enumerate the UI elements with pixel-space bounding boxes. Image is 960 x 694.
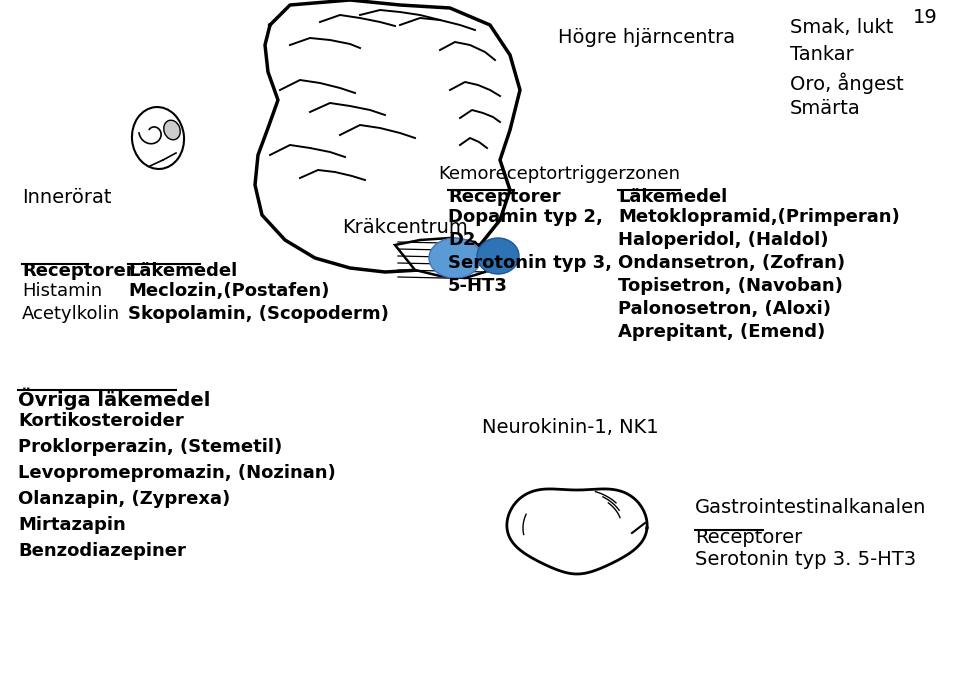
Text: Smak, lukt: Smak, lukt: [790, 18, 894, 37]
Text: Dopamin typ 2,: Dopamin typ 2,: [448, 208, 603, 226]
Text: Övriga läkemedel: Övriga läkemedel: [18, 388, 210, 410]
Text: Gastrointestinalkanalen: Gastrointestinalkanalen: [695, 498, 926, 517]
Text: Serotonin typ 3. 5-HT3: Serotonin typ 3. 5-HT3: [695, 550, 916, 569]
Ellipse shape: [429, 238, 481, 278]
Text: Haloperidol, (Haldol): Haloperidol, (Haldol): [618, 231, 828, 249]
Text: Kortikosteroider: Kortikosteroider: [18, 412, 183, 430]
Polygon shape: [395, 238, 490, 278]
Text: Levopromepromazin, (Nozinan): Levopromepromazin, (Nozinan): [18, 464, 336, 482]
Text: Olanzapin, (Zyprexa): Olanzapin, (Zyprexa): [18, 490, 230, 508]
Text: Kräkcentrum: Kräkcentrum: [342, 218, 468, 237]
Text: D2: D2: [448, 231, 475, 249]
Text: Meclozin,(Postafen): Meclozin,(Postafen): [128, 282, 329, 300]
Text: Kemoreceptortriggerzonen: Kemoreceptortriggerzonen: [438, 165, 680, 183]
Text: 5-HT3: 5-HT3: [448, 277, 508, 295]
Text: Oro, ångest: Oro, ångest: [790, 72, 903, 94]
Text: Smärta: Smärta: [790, 99, 861, 118]
Ellipse shape: [477, 238, 519, 274]
Text: Läkemedel: Läkemedel: [618, 188, 728, 206]
Text: Läkemedel: Läkemedel: [128, 262, 237, 280]
Ellipse shape: [164, 120, 180, 139]
Text: Tankar: Tankar: [790, 45, 853, 64]
Text: Palonosetron, (Aloxi): Palonosetron, (Aloxi): [618, 300, 831, 318]
Text: 19: 19: [913, 8, 938, 27]
Text: Neurokinin-1, NK1: Neurokinin-1, NK1: [482, 418, 659, 437]
Text: Receptorer: Receptorer: [695, 528, 803, 547]
Text: Högre hjärncentra: Högre hjärncentra: [558, 28, 735, 47]
Text: Ondansetron, (Zofran): Ondansetron, (Zofran): [618, 254, 845, 272]
Text: Serotonin typ 3,: Serotonin typ 3,: [448, 254, 612, 272]
Text: Skopolamin, (Scopoderm): Skopolamin, (Scopoderm): [128, 305, 389, 323]
Text: Histamin: Histamin: [22, 282, 102, 300]
Text: Proklorperazin, (Stemetil): Proklorperazin, (Stemetil): [18, 438, 282, 456]
Text: Acetylkolin: Acetylkolin: [22, 305, 120, 323]
Text: Benzodiazepiner: Benzodiazepiner: [18, 542, 186, 560]
Text: Aprepitant, (Emend): Aprepitant, (Emend): [618, 323, 826, 341]
Text: Topisetron, (Navoban): Topisetron, (Navoban): [618, 277, 843, 295]
Text: Metoklopramid,(Primperan): Metoklopramid,(Primperan): [618, 208, 900, 226]
Text: Innerörat: Innerörat: [22, 188, 111, 207]
Text: Receptorer: Receptorer: [448, 188, 561, 206]
Text: Receptorer: Receptorer: [22, 262, 134, 280]
Text: Mirtazapin: Mirtazapin: [18, 516, 126, 534]
